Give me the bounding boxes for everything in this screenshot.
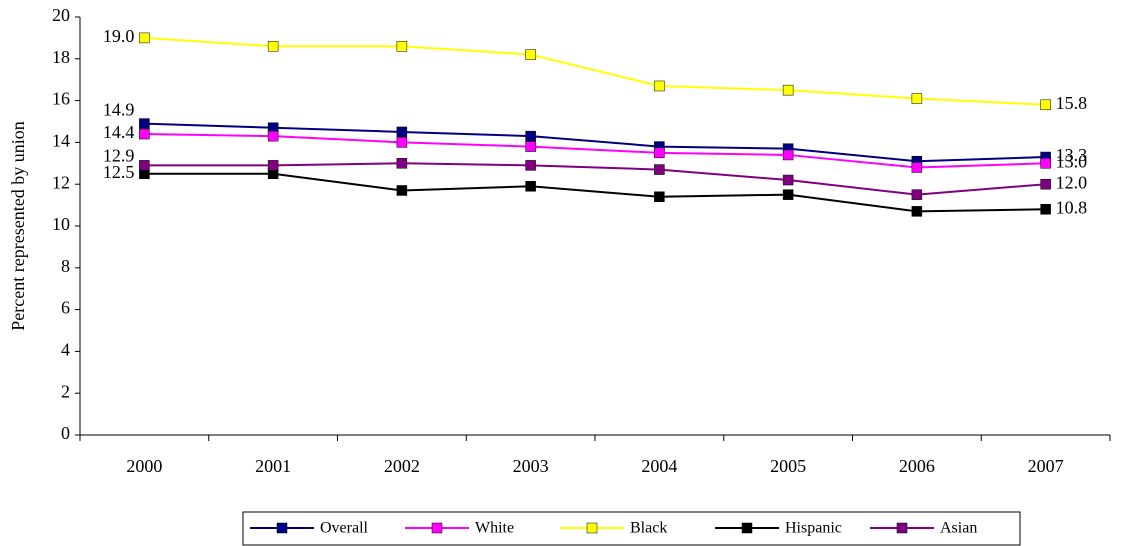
data-label: 12.9 [103, 146, 135, 166]
marker [525, 160, 536, 171]
marker [654, 191, 665, 202]
marker [1040, 178, 1051, 190]
x-tick-label: 2007 [1028, 456, 1064, 476]
series-line [144, 133, 1046, 169]
series-line [144, 162, 1046, 196]
marker [396, 126, 408, 138]
data-label: 13.0 [1056, 151, 1088, 171]
marker [396, 137, 408, 148]
y-tick-label: 14 [52, 131, 70, 151]
data-label: 14.9 [103, 100, 135, 120]
y-axis-label: Percent represented by union [8, 121, 28, 330]
y-tick-label: 20 [52, 5, 70, 25]
y-tick-label: 16 [52, 89, 70, 109]
x-tick-label: 2002 [384, 456, 420, 476]
y-tick-label: 12 [52, 172, 70, 192]
marker [525, 141, 536, 152]
data-label: 14.4 [103, 122, 135, 142]
y-tick-label: 8 [61, 256, 70, 276]
marker [1040, 204, 1051, 215]
marker [911, 162, 923, 173]
marker [396, 158, 408, 169]
marker [782, 84, 794, 96]
legend-marker [276, 522, 288, 534]
marker [267, 160, 279, 171]
marker [911, 206, 923, 217]
series-line [144, 122, 1046, 163]
x-tick-label: 2005 [770, 456, 806, 476]
marker [525, 130, 536, 142]
marker [396, 41, 408, 52]
data-label: 12.0 [1056, 172, 1088, 192]
series-line [144, 172, 1046, 213]
legend-marker [586, 522, 598, 534]
legend-marker [431, 522, 443, 534]
x-tick-label: 2000 [126, 456, 162, 476]
legend-label: White [475, 520, 514, 537]
legend-label: Overall [320, 520, 369, 537]
data-label: 15.8 [1056, 93, 1088, 113]
x-tick-label: 2003 [513, 456, 549, 476]
y-tick-label: 10 [52, 214, 70, 234]
legend-marker [896, 522, 908, 534]
marker [139, 32, 150, 44]
marker [396, 185, 408, 196]
legend-label: Black [630, 520, 667, 537]
marker [654, 147, 665, 159]
y-tick-label: 2 [61, 381, 70, 401]
marker [911, 93, 923, 104]
data-label: 19.0 [103, 26, 135, 46]
marker [911, 189, 923, 200]
marker [782, 149, 794, 161]
series-line [144, 36, 1046, 106]
y-tick-label: 18 [52, 47, 70, 67]
y-tick-label: 6 [61, 298, 70, 318]
marker [525, 49, 536, 60]
marker [267, 41, 279, 52]
marker [525, 181, 536, 192]
legend-label: Asian [940, 520, 977, 537]
legend-marker [741, 522, 753, 534]
marker [139, 128, 150, 140]
marker [1040, 158, 1051, 169]
data-label: 12.5 [103, 162, 135, 182]
data-label: 10.8 [1056, 197, 1088, 217]
x-tick-label: 2001 [255, 456, 291, 476]
marker [654, 80, 665, 92]
marker [1040, 99, 1051, 111]
data-label: 13.3 [1056, 145, 1088, 165]
legend-label: Hispanic [785, 520, 842, 537]
marker [139, 118, 150, 129]
x-tick-label: 2006 [899, 456, 935, 476]
y-tick-label: 4 [61, 340, 70, 360]
marker [782, 174, 794, 186]
y-tick-label: 0 [61, 423, 70, 443]
x-tick-label: 2004 [641, 456, 677, 476]
marker [267, 130, 279, 142]
marker [654, 164, 665, 175]
marker [139, 160, 150, 171]
marker [782, 189, 794, 200]
